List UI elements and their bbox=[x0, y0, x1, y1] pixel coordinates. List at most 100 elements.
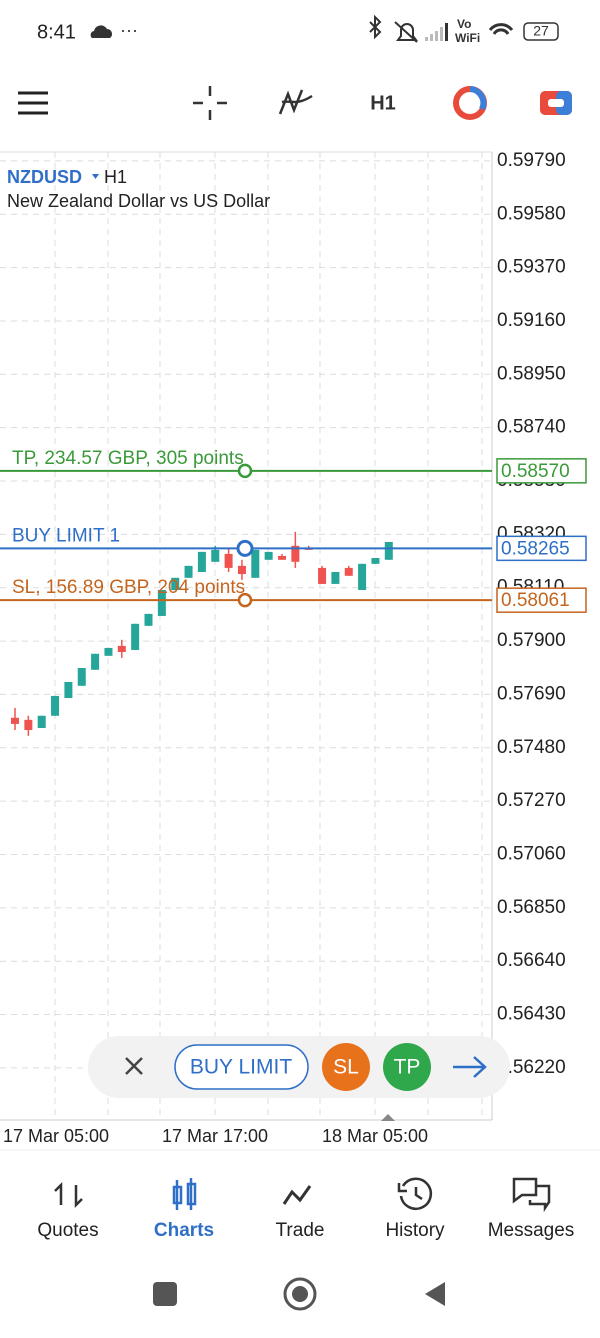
candle-body bbox=[64, 681, 73, 698]
home-dot bbox=[292, 1286, 308, 1302]
trade-icon[interactable] bbox=[282, 1185, 312, 1205]
nav-messages[interactable]: Messages bbox=[488, 1220, 575, 1241]
bluetooth-icon bbox=[369, 14, 382, 40]
menu-button[interactable] bbox=[18, 91, 48, 115]
wifi-icon bbox=[488, 23, 514, 35]
messages-icon[interactable] bbox=[512, 1177, 551, 1213]
sl-label: SL bbox=[333, 1056, 359, 1079]
next-button[interactable] bbox=[453, 1056, 487, 1078]
chart-timeframe: H1 bbox=[104, 167, 127, 187]
symbol-description: New Zealand Dollar vs US Dollar bbox=[7, 191, 270, 211]
candle-body bbox=[184, 565, 193, 578]
candle-body bbox=[278, 555, 286, 560]
nav-trade[interactable]: Trade bbox=[276, 1220, 325, 1241]
candle-body bbox=[37, 715, 46, 728]
y-tick-label: 0.58950 bbox=[497, 363, 566, 384]
y-tick-label: 0.59580 bbox=[497, 203, 566, 224]
timeframe-button[interactable]: H1 bbox=[370, 92, 396, 114]
recents-button[interactable] bbox=[153, 1282, 177, 1306]
buy-limit-button[interactable] bbox=[174, 1044, 309, 1090]
y-tick-label: 0.59370 bbox=[497, 257, 566, 278]
candle-body bbox=[344, 567, 353, 576]
tp-button[interactable] bbox=[383, 1043, 431, 1091]
symbol-dropdown[interactable] bbox=[92, 174, 99, 179]
nav-charts[interactable]: Charts bbox=[154, 1220, 214, 1241]
y-tick-label: 0.56640 bbox=[497, 950, 566, 971]
candle-body bbox=[291, 545, 300, 562]
level-price-box bbox=[496, 535, 587, 562]
candle-body bbox=[237, 565, 246, 575]
quotes-icon[interactable] bbox=[54, 1181, 83, 1209]
candle-body bbox=[51, 695, 60, 716]
history-icon[interactable] bbox=[397, 1177, 433, 1210]
cloud-icon bbox=[90, 25, 113, 38]
buy-limit-label: BUY LIMIT bbox=[190, 1056, 292, 1079]
charts-icon[interactable] bbox=[172, 1178, 197, 1210]
signal-icon bbox=[425, 23, 448, 41]
level-label: BUY LIMIT 1 bbox=[12, 525, 120, 546]
sl-button[interactable] bbox=[322, 1043, 370, 1091]
y-tick-label: 0.56220 bbox=[497, 1057, 566, 1078]
candle-body bbox=[11, 717, 19, 724]
candle-body bbox=[144, 613, 153, 626]
candle-body bbox=[358, 563, 367, 591]
wifi-label: WiFi bbox=[455, 31, 480, 45]
x-tick-label: 17 Mar 17:00 bbox=[162, 1126, 268, 1146]
y-tick-label: 0.56850 bbox=[497, 897, 566, 918]
mute-icon bbox=[394, 21, 418, 43]
level-price-box bbox=[496, 458, 587, 484]
candle-body bbox=[224, 553, 233, 568]
indicators-button[interactable] bbox=[278, 89, 313, 115]
more-icon: ··· bbox=[120, 20, 138, 40]
level-handle bbox=[237, 463, 253, 479]
close-button[interactable] bbox=[125, 1057, 143, 1075]
candle-body bbox=[157, 590, 166, 616]
y-tick-label: 0.58740 bbox=[497, 417, 566, 438]
nav-quotes[interactable]: Quotes bbox=[37, 1220, 98, 1241]
candle-body bbox=[211, 549, 220, 562]
symbol-name[interactable]: NZDUSD bbox=[7, 167, 82, 187]
tp-label: TP bbox=[394, 1056, 421, 1079]
back-button[interactable] bbox=[425, 1282, 445, 1306]
x-tick-label: 18 Mar 05:00 bbox=[322, 1126, 428, 1146]
trade-button[interactable] bbox=[540, 91, 572, 115]
objects-button[interactable] bbox=[453, 86, 487, 120]
candle-body bbox=[24, 719, 33, 731]
y-tick-label: 0.57690 bbox=[497, 683, 566, 704]
candle-body bbox=[77, 668, 86, 686]
y-tick-label: 0.57270 bbox=[497, 790, 566, 811]
home-button[interactable] bbox=[283, 1277, 317, 1311]
y-tick-label: 0.59790 bbox=[497, 150, 566, 171]
level-price-label: 0.58061 bbox=[501, 590, 570, 611]
level-handle bbox=[237, 592, 253, 608]
crosshair-button[interactable] bbox=[193, 86, 227, 120]
y-tick-label: 0.57480 bbox=[497, 737, 566, 758]
status-time: 8:41 bbox=[37, 21, 76, 43]
candle-body bbox=[197, 551, 206, 572]
x-tick-label: 17 Mar 05:00 bbox=[3, 1126, 109, 1146]
level-price-label: 0.58265 bbox=[501, 538, 570, 559]
candle-body bbox=[318, 567, 327, 584]
y-tick-label: 0.59160 bbox=[497, 310, 566, 331]
y-tick-label: 0.56430 bbox=[497, 1004, 566, 1025]
level-label: TP, 234.57 GBP, 305 points bbox=[12, 448, 244, 469]
y-tick-label: 0.57060 bbox=[497, 844, 566, 865]
candle-body bbox=[331, 571, 340, 584]
level-price-box bbox=[496, 587, 587, 613]
battery-icon bbox=[523, 22, 559, 41]
candle-body bbox=[371, 558, 380, 564]
candle-body bbox=[104, 647, 113, 656]
candle-body bbox=[251, 549, 260, 578]
level-price-label: 0.58570 bbox=[501, 461, 570, 482]
candle-body bbox=[171, 577, 180, 591]
battery-level: 27 bbox=[533, 23, 549, 39]
candle-body bbox=[91, 653, 100, 670]
order-bar: BUY LIMIT SL TP bbox=[88, 1036, 510, 1098]
candle-body bbox=[117, 645, 126, 653]
candle-body bbox=[264, 551, 273, 560]
candle-body bbox=[131, 623, 140, 650]
candle-body bbox=[384, 541, 393, 560]
nav-history[interactable]: History bbox=[385, 1220, 445, 1241]
scroll-marker bbox=[381, 1114, 395, 1121]
